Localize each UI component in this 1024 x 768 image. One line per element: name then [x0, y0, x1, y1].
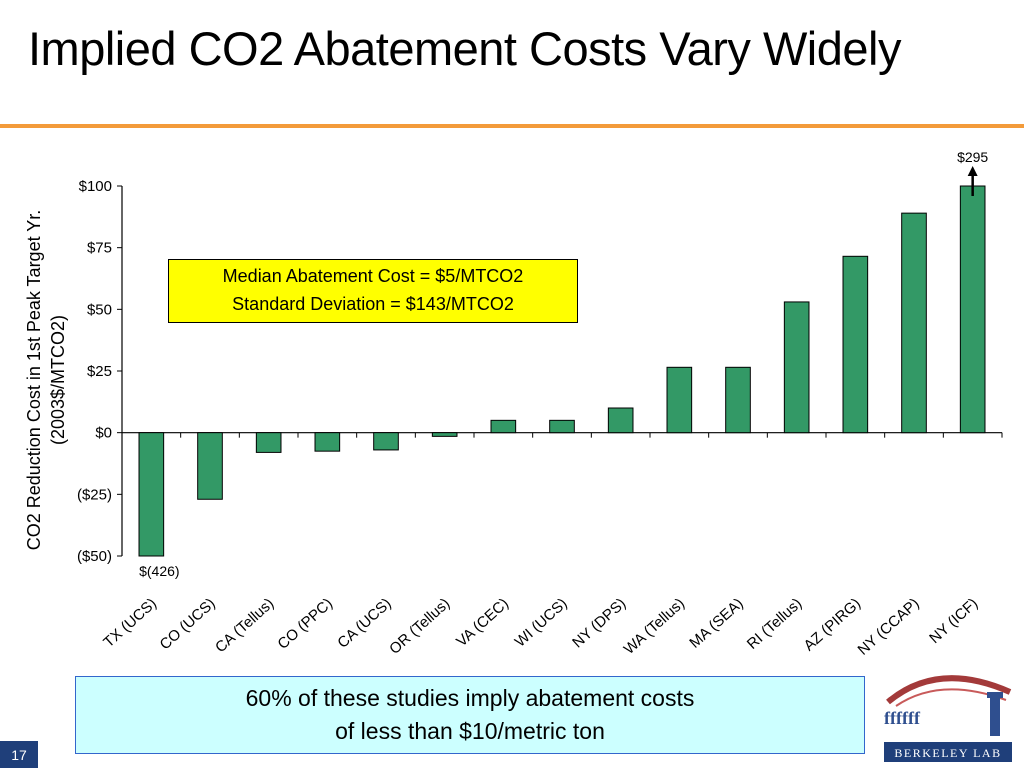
svg-text:ffffff: ffffff: [884, 708, 921, 728]
slide-title: Implied CO2 Abatement Costs Vary Widely: [28, 22, 901, 75]
x-tick-label: NY (ICF): [926, 595, 981, 647]
bar: [138, 432, 165, 557]
bar: [549, 419, 575, 434]
bar: [255, 432, 282, 453]
median-stats-box: Median Abatement Cost = $5/MTCO2 Standar…: [168, 259, 578, 323]
bar: [842, 255, 869, 434]
y-axis-title-line1: CO2 Reduction Cost in 1st Peak Target Yr…: [24, 210, 44, 551]
bar: [314, 432, 341, 452]
x-tick-label: CO (PPC): [274, 595, 336, 653]
overflow-arrow-head: [967, 166, 978, 176]
bar: [490, 419, 517, 434]
x-tick-label: MA (SEA): [686, 595, 746, 652]
bar-chart: CO2 Reduction Cost in 1st Peak Target Yr…: [24, 149, 1003, 659]
title-divider: [0, 124, 1024, 128]
bar: [373, 432, 399, 451]
x-tick-label: VA (CEC): [453, 595, 512, 650]
bar: [901, 212, 927, 434]
y-tick-label: $25: [87, 363, 112, 380]
bar: [725, 366, 751, 434]
y-tick-label: $100: [79, 178, 112, 195]
y-tick-label: $0: [95, 425, 112, 442]
y-tick-label: $75: [87, 240, 112, 257]
x-tick-label: WI (UCS): [512, 595, 571, 651]
summary-line-1: 60% of these studies imply abatement cos…: [245, 685, 695, 711]
data-label-min: $(426): [139, 563, 179, 579]
x-tick-label: RI (Tellus): [744, 595, 806, 653]
bar: [431, 432, 458, 437]
data-label-max: $295: [957, 149, 988, 165]
summary-line-2: of less than $10/metric ton: [335, 718, 605, 744]
x-tick-label: CA (UCS): [334, 595, 394, 652]
bar: [666, 366, 693, 434]
y-tick-label: ($50): [77, 548, 112, 565]
bar: [197, 432, 223, 500]
summary-callout: 60% of these studies imply abatement cos…: [75, 676, 865, 754]
x-tick-label: NY (DPS): [569, 595, 629, 652]
bar: [783, 301, 810, 434]
plot-area: $100 $75 $50 $25 $0 ($25) ($50) TX (UCS)CO (UCS…: [77, 149, 1003, 659]
logo-text: BERKELEY LAB: [894, 746, 1001, 760]
bar: [959, 185, 986, 434]
std-dev-text: Standard Deviation = $143/MTCO2: [232, 294, 514, 314]
y-axis-title: CO2 Reduction Cost in 1st Peak Target Yr…: [24, 210, 68, 551]
y-tick-label: ($25): [77, 486, 112, 503]
x-tick-label: OR (Tellus): [386, 595, 453, 658]
x-tick-label: WA (Tellus): [621, 595, 688, 658]
bar: [607, 407, 634, 434]
berkeley-lab-logo: ffffff BERKELEY LAB: [884, 675, 1012, 762]
x-tick-label: NY (CCAP): [855, 595, 923, 659]
x-tick-label: CA (Tellus): [212, 595, 277, 656]
median-cost-text: Median Abatement Cost = $5/MTCO2: [222, 266, 524, 286]
y-axis-title-line2: (2003$/MTCO2): [48, 315, 68, 445]
page-number: 17: [0, 741, 38, 768]
y-tick-label: $50: [87, 301, 112, 318]
x-tick-label: TX (UCS): [100, 595, 160, 651]
x-tick-label: CO (UCS): [157, 595, 219, 653]
